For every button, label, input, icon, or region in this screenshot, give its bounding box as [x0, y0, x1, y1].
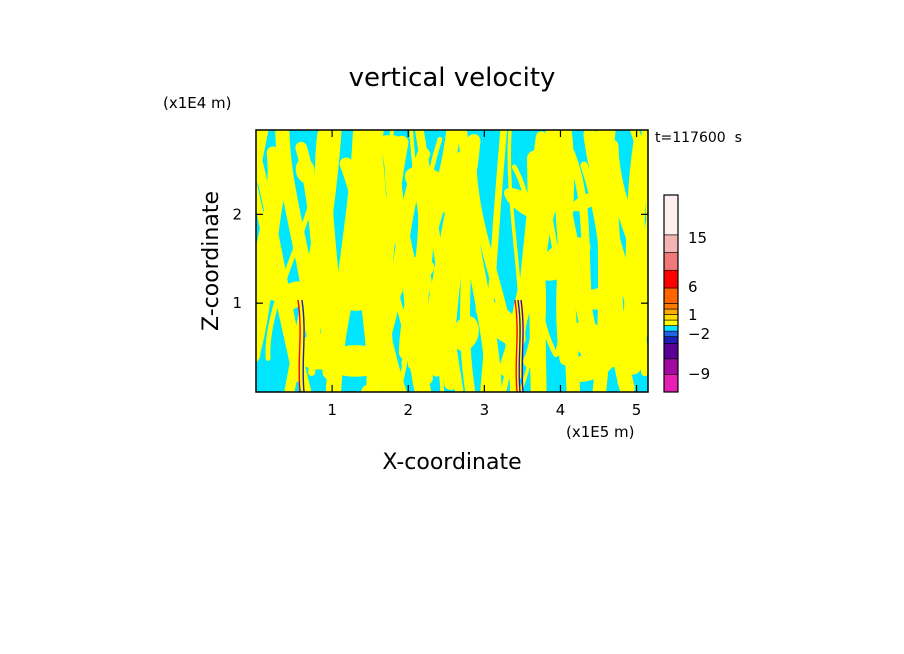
- positive-patch: [294, 333, 345, 370]
- colorbar-swatch: [663, 358, 679, 375]
- positive-patch: [570, 192, 600, 212]
- colorbar-swatch: [663, 252, 679, 271]
- positive-patch: [536, 237, 591, 281]
- positive-band: [456, 130, 476, 392]
- x-axis: 1 2 3 4 5: [327, 130, 641, 419]
- positive-patch: [558, 338, 577, 356]
- x-tick-label: 5: [632, 401, 642, 419]
- colorbar-frame: [663, 194, 679, 393]
- x-unit-label: (x1E5 m): [566, 423, 635, 441]
- positive-patch: [275, 281, 309, 311]
- x-tick-label: 4: [556, 401, 566, 419]
- colorbar-swatch: [663, 325, 679, 332]
- colorbar-swatch: [663, 330, 679, 337]
- positive-band: [629, 130, 648, 206]
- colorbar-swatch: [663, 373, 679, 393]
- positive-patch: [295, 158, 315, 184]
- colorbar-label: 6: [688, 278, 698, 296]
- colorbar-label: 1: [688, 306, 698, 324]
- chart-title: vertical velocity: [349, 63, 556, 93]
- plot-frame: [255, 129, 649, 393]
- positive-patch: [361, 383, 379, 392]
- positive-band: [256, 139, 312, 392]
- y-axis: 12: [232, 205, 648, 312]
- positive-band: [275, 130, 321, 365]
- positive-patch: [357, 271, 403, 303]
- intense-filament: [301, 299, 305, 392]
- x-tick-label: 3: [480, 401, 490, 419]
- positive-band: [498, 160, 569, 377]
- positive-patch: [475, 299, 526, 347]
- colorbar-swatch: [663, 336, 679, 344]
- colorbar-label: −9: [688, 365, 710, 383]
- positive-patch: [566, 348, 617, 382]
- time-label: t=117600 s: [655, 130, 742, 146]
- x-tick-label: 2: [403, 401, 413, 419]
- intense-filament: [517, 299, 521, 392]
- intense-filament: [514, 299, 518, 392]
- field-pattern: [242, 115, 648, 392]
- colorbar-swatch: [663, 287, 679, 304]
- colorbar-swatch: [663, 343, 679, 360]
- positive-patch: [404, 166, 451, 199]
- colorbar-swatch: [663, 319, 679, 326]
- positive-patch: [580, 287, 617, 310]
- positive-band: [256, 179, 300, 383]
- colorbar-swatch: [663, 303, 679, 310]
- colorbar-swatch: [663, 308, 679, 315]
- positive-patch: [308, 174, 331, 196]
- y-unit-label: (x1E4 m): [163, 94, 232, 112]
- positive-patch: [452, 315, 479, 352]
- intense-filament: [520, 299, 524, 392]
- colorbar-label: 15: [688, 229, 707, 247]
- y-tick-label: 2: [232, 205, 242, 223]
- colorbar-swatch: [663, 194, 679, 236]
- colorbar-swatch: [663, 269, 679, 289]
- y-tick-label: 1: [232, 294, 242, 312]
- colorbar: −9 −21 6 15: [663, 194, 710, 393]
- plot-area: [242, 115, 648, 392]
- positive-patch: [504, 188, 550, 222]
- colorbar-swatch: [663, 234, 679, 253]
- positive-patch: [256, 261, 292, 302]
- intense-filament: [297, 299, 301, 392]
- colorbar-label: −2: [688, 325, 710, 343]
- x-axis-label: X-coordinate: [382, 450, 521, 475]
- positive-band: [583, 130, 648, 371]
- colorbar-swatch: [663, 314, 679, 321]
- positive-band: [398, 130, 461, 360]
- y-axis-label: Z-coordinate: [199, 191, 224, 331]
- positive-band: [641, 130, 648, 304]
- positive-band: [618, 211, 648, 368]
- positive-band: [256, 336, 261, 362]
- x-tick-label: 1: [327, 401, 337, 419]
- positive-band: [242, 115, 253, 353]
